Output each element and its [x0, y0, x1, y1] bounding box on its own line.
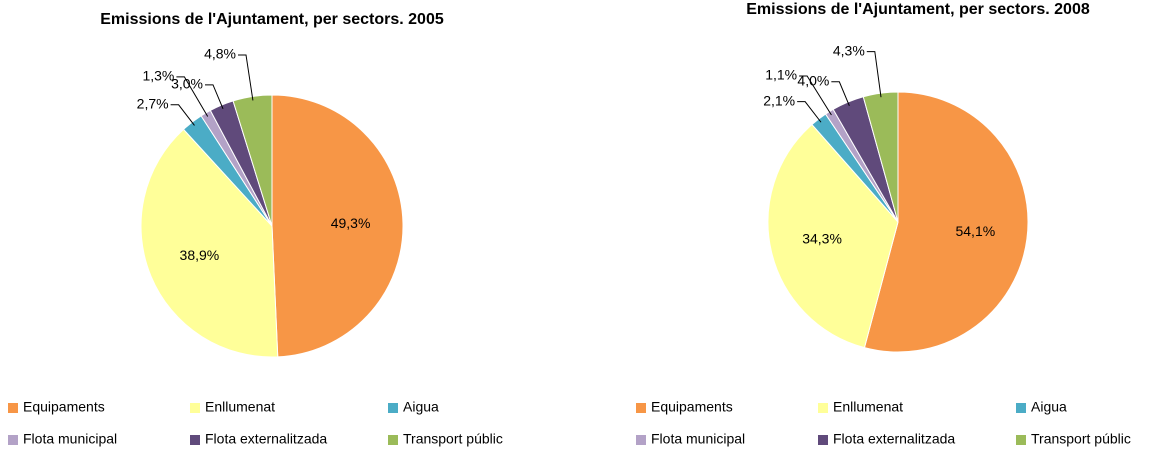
leader-line	[866, 51, 882, 98]
data-label: 1,3%	[142, 68, 174, 84]
data-label: 34,3%	[802, 231, 842, 247]
data-label: 4,3%	[833, 42, 865, 58]
pie-slice	[863, 91, 1029, 353]
legend-swatch	[8, 403, 18, 413]
legend-swatch	[1016, 403, 1026, 413]
leader-line	[176, 76, 209, 117]
legend-label: Transport públic	[1031, 431, 1131, 447]
legend-swatch	[8, 435, 18, 445]
data-label: 2,1%	[763, 92, 795, 108]
legend-swatch	[388, 403, 398, 413]
data-label: 38,9%	[180, 247, 220, 263]
legend-swatch	[388, 435, 398, 445]
data-label: 3,0%	[171, 76, 203, 92]
data-label: 4,0%	[797, 72, 829, 88]
pie-slice	[271, 94, 404, 358]
chart-title: Emissions de l'Ajuntament, per sectors. …	[746, 1, 1090, 18]
leader-line	[170, 104, 195, 126]
legend-label: Aigua	[1031, 399, 1067, 415]
legend-swatch	[636, 435, 646, 445]
data-label: 4,8%	[204, 46, 236, 62]
legend-swatch	[818, 403, 828, 413]
legend-label: Transport públic	[403, 431, 503, 447]
legend-label: Aigua	[403, 399, 439, 415]
legend-swatch	[636, 403, 646, 413]
legend-swatch	[818, 435, 828, 445]
data-label: 2,7%	[137, 96, 169, 112]
legend-swatch	[190, 403, 200, 413]
leader-line	[799, 75, 832, 116]
leader-line	[238, 54, 254, 101]
legend-swatch	[190, 435, 200, 445]
data-label: 54,1%	[955, 223, 995, 239]
data-label: 1,1%	[765, 67, 797, 83]
data-label: 49,3%	[331, 215, 371, 231]
leader-line	[797, 101, 822, 123]
legend-label: Flota externalitzada	[833, 431, 955, 447]
pie-slice	[140, 128, 279, 358]
legend-label: Enllumenat	[833, 399, 903, 415]
legend-label: Equipaments	[23, 399, 105, 415]
legend-label: Flota externalitzada	[205, 431, 327, 447]
leader-line	[205, 84, 224, 110]
legend-label: Equipaments	[651, 399, 733, 415]
pie-slice	[767, 123, 899, 349]
legend-label: Flota municipal	[651, 431, 745, 447]
legend-label: Flota municipal	[23, 431, 117, 447]
leader-line	[831, 81, 850, 106]
legend-swatch	[1016, 435, 1026, 445]
chart-title: Emissions de l'Ajuntament, per sectors. …	[100, 11, 444, 28]
legend-label: Enllumenat	[205, 399, 275, 415]
